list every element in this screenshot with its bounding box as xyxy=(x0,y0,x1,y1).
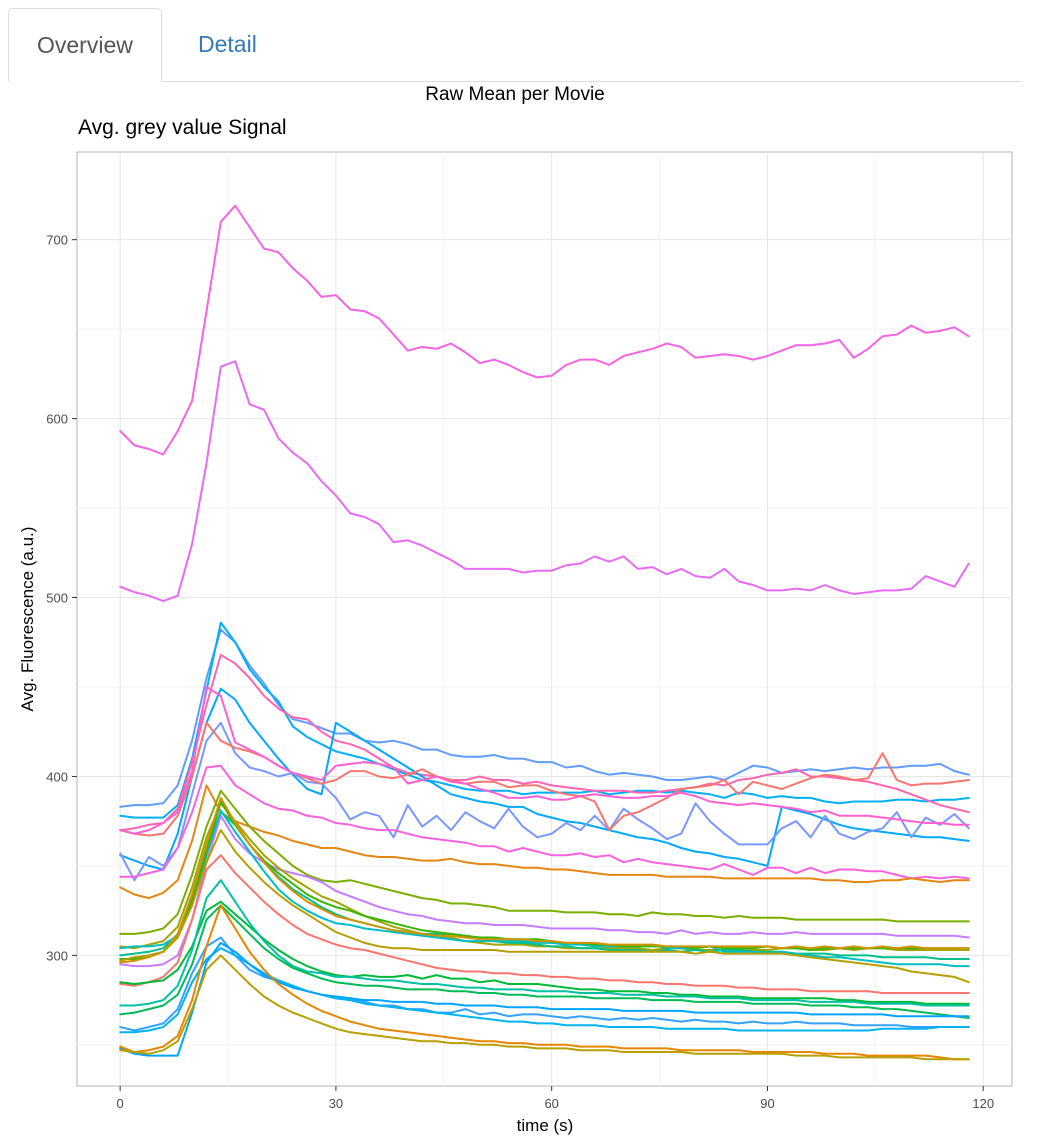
x-tick-label: 120 xyxy=(972,1096,994,1111)
series-line-19 xyxy=(119,829,970,984)
series-line-16 xyxy=(119,809,970,968)
x-tick-label: 60 xyxy=(544,1096,558,1111)
series-line-28 xyxy=(119,954,970,1061)
y-tick-label: 400 xyxy=(46,769,68,784)
series-line-4 xyxy=(119,621,970,819)
y-tick-label: 700 xyxy=(46,233,68,248)
x-tick-label: 0 xyxy=(117,1096,124,1111)
series-line-18 xyxy=(119,796,970,964)
series-line-27 xyxy=(119,904,970,1061)
series-line-3 xyxy=(119,628,970,808)
grid-major xyxy=(77,152,1012,1086)
series-line-1 xyxy=(119,204,970,456)
y-tick-label: 500 xyxy=(46,591,68,606)
series-line-22 xyxy=(119,879,970,1007)
series-line-26 xyxy=(119,941,970,1057)
chart-title: Raw Mean per Movie xyxy=(425,84,605,105)
series-line-2 xyxy=(119,360,970,603)
y-tick-label: 300 xyxy=(46,948,68,963)
x-tick-label: 90 xyxy=(760,1096,774,1111)
x-tick-label: 30 xyxy=(329,1096,343,1111)
tab-detail[interactable]: Detail xyxy=(198,31,257,57)
series-line-10 xyxy=(119,764,970,880)
series-line-9 xyxy=(119,686,970,835)
chart-subtitle: Avg. grey value Signal xyxy=(78,116,287,139)
series-line-11 xyxy=(119,784,970,900)
series-line-24 xyxy=(119,936,970,1032)
series-layer xyxy=(119,204,970,1061)
tab-overview[interactable]: Overview xyxy=(8,8,162,82)
y-tick-label: 600 xyxy=(46,412,68,427)
plot-panel xyxy=(76,151,1013,1087)
x-axis-title: time (s) xyxy=(517,1116,574,1135)
tab-bar: Overview Detail xyxy=(8,8,1021,82)
series-line-7 xyxy=(119,721,970,882)
series-line-20 xyxy=(119,854,970,994)
series-line-23 xyxy=(119,904,970,1019)
series-line-25 xyxy=(119,947,970,1034)
axis-layer: 0 30 60 90 120 300 400 500 600 700 xyxy=(46,233,994,1111)
series-line-12 xyxy=(119,789,970,935)
series-line-5 xyxy=(119,653,970,832)
y-axis-title: Avg. Fluorescence (a.u.) xyxy=(18,527,37,712)
